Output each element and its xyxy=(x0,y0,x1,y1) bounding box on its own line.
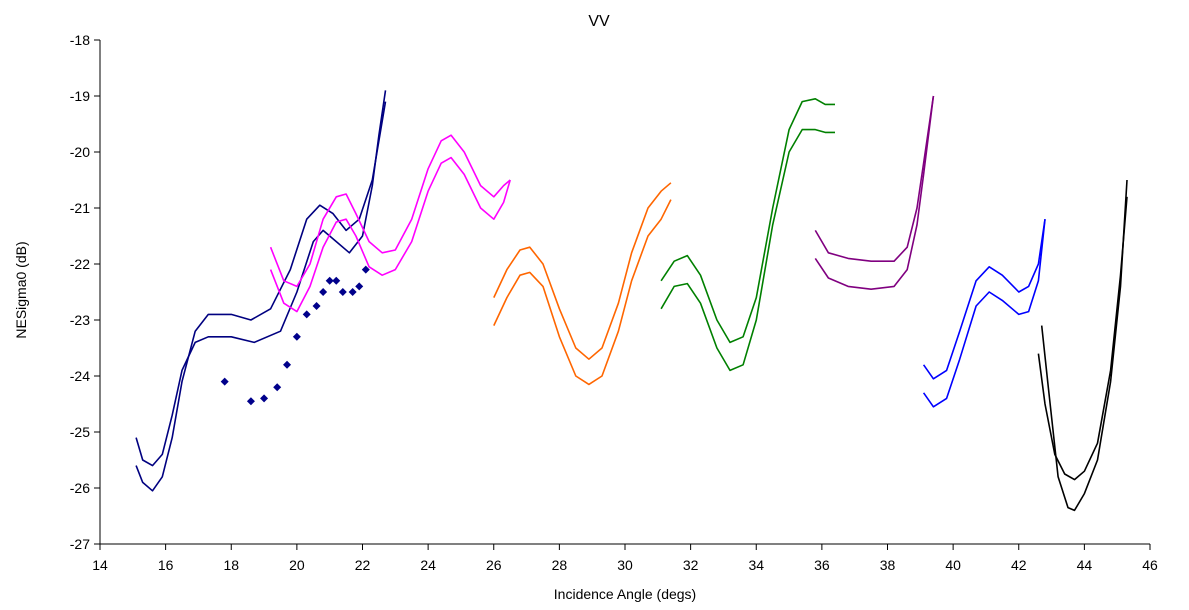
x-tick-label: 20 xyxy=(289,557,305,573)
x-tick-label: 38 xyxy=(880,557,896,573)
data-point-marker xyxy=(283,360,292,369)
data-point-marker xyxy=(312,302,321,310)
x-tick-label: 34 xyxy=(748,557,764,573)
x-tick-label: 26 xyxy=(486,557,502,573)
data-point-marker xyxy=(302,310,311,319)
x-tick-label: 22 xyxy=(355,557,371,573)
data-point-marker xyxy=(325,276,334,285)
y-tick-label: -19 xyxy=(70,88,90,104)
data-point-marker xyxy=(260,394,269,403)
y-tick-label: -26 xyxy=(70,480,90,496)
series-line-5 xyxy=(269,156,511,313)
series-line-7 xyxy=(493,199,672,386)
y-axis-ticks: -27 -26 -25 -24 -23 -22 -21 -20 -19 -18 xyxy=(70,32,100,552)
series-line-12 xyxy=(922,219,1046,380)
series-line-4 xyxy=(269,134,511,288)
y-tick-label: -22 xyxy=(70,256,90,272)
x-tick-label: 44 xyxy=(1077,557,1093,573)
x-tick-label: 36 xyxy=(814,557,830,573)
x-tick-label: 46 xyxy=(1142,557,1158,573)
series-line-9 xyxy=(660,128,835,372)
y-axis-title: NESigma0 (dB) xyxy=(13,241,29,338)
y-tick-label: -25 xyxy=(70,424,90,440)
data-point-marker xyxy=(273,383,282,392)
plot-series xyxy=(135,90,1128,512)
y-tick-label: -27 xyxy=(70,536,90,552)
series-line-15 xyxy=(1040,179,1128,512)
y-tick-label: -18 xyxy=(70,32,90,48)
axes xyxy=(99,40,1150,545)
data-point-marker xyxy=(355,282,364,291)
series-line-8 xyxy=(660,98,835,344)
data-point-marker xyxy=(332,276,341,285)
data-point-marker xyxy=(338,288,347,296)
data-point-marker xyxy=(348,288,357,296)
x-tick-label: 16 xyxy=(158,557,174,573)
data-point-marker xyxy=(319,288,328,296)
x-tick-label: 14 xyxy=(92,557,108,573)
x-tick-label: 40 xyxy=(945,557,961,573)
y-tick-label: -21 xyxy=(70,200,90,216)
x-tick-label: 32 xyxy=(683,557,699,573)
x-tick-label: 24 xyxy=(420,557,436,573)
data-point-marker xyxy=(292,332,301,341)
data-point-marker xyxy=(246,397,255,406)
series-line-11 xyxy=(814,95,935,290)
y-tick-label: -23 xyxy=(70,312,90,328)
x-tick-label: 28 xyxy=(552,557,568,573)
series-line-2 xyxy=(135,101,387,492)
chart-title: VV xyxy=(588,13,610,30)
series-line-1 xyxy=(135,90,387,467)
y-tick-label: -24 xyxy=(70,368,90,384)
y-tick-label: -20 xyxy=(70,144,90,160)
x-axis-ticks: 14 16 18 20 22 24 26 28 30 32 34 36 38 40 42 44 46 xyxy=(92,544,1158,573)
data-point-marker xyxy=(220,377,229,386)
x-tick-label: 30 xyxy=(617,557,633,573)
x-tick-label: 42 xyxy=(1011,557,1027,573)
series-line-6 xyxy=(493,182,672,360)
series-line-10 xyxy=(814,95,935,262)
marker-series-3 xyxy=(220,265,370,406)
x-axis-title: Incidence Angle (degs) xyxy=(554,586,696,602)
series-line-14 xyxy=(1037,196,1128,481)
x-tick-label: 18 xyxy=(223,557,239,573)
series-line-13 xyxy=(922,219,1046,408)
data-point-marker xyxy=(361,265,370,274)
